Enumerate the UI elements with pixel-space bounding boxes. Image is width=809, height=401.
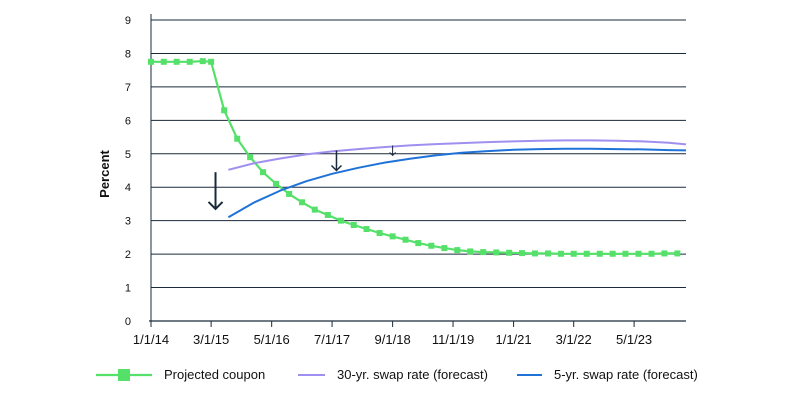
y-tick-label: 4: [125, 182, 131, 194]
y-tick-label: 1: [125, 283, 131, 295]
data-point-marker: [234, 135, 241, 142]
data-point-marker: [428, 242, 435, 249]
data-point-marker: [324, 211, 331, 218]
data-point-marker: [363, 226, 370, 233]
legend: Projected coupon 30-yr. swap rate (foreca…: [96, 367, 698, 382]
data-point-marker: [441, 245, 448, 252]
data-point-marker: [596, 250, 603, 257]
y-axis-title: Percent: [97, 149, 112, 197]
data-point-marker: [160, 58, 167, 65]
data-point-marker: [186, 58, 193, 65]
data-point-marker: [299, 199, 306, 206]
data-point-marker: [661, 250, 668, 257]
data-point-marker: [674, 250, 681, 257]
data-point-marker: [467, 248, 474, 255]
y-tick-label: 5: [125, 149, 131, 161]
data-point-marker: [635, 250, 642, 257]
arrow-head: [389, 152, 396, 157]
data-point-marker: [148, 58, 154, 65]
series-line-1: [228, 139, 687, 171]
legend-item-1: 30-yr. swap rate (forecast): [298, 367, 488, 382]
data-point-marker: [648, 250, 655, 257]
data-point-marker: [311, 206, 318, 213]
x-tick-label: 11/1/19: [432, 332, 474, 347]
data-point-marker: [583, 250, 590, 257]
data-point-marker: [570, 250, 577, 257]
x-tick-label: 9/1/18: [375, 332, 411, 347]
y-axis: 0 1 2 3 4 5 6 7 8 9: [125, 14, 152, 328]
legend-swatch-marker: [118, 369, 130, 381]
x-tick-label: 5/1/16: [254, 332, 290, 347]
y-tick-label: 0: [125, 316, 131, 328]
arrow-head: [330, 164, 343, 172]
data-point-marker: [402, 236, 409, 243]
data-point-marker: [247, 154, 254, 161]
legend-item-0: Projected coupon: [96, 367, 265, 382]
y-tick-label: 3: [125, 216, 131, 228]
y-tick-label: 8: [125, 48, 131, 60]
data-point-marker: [545, 250, 552, 257]
data-point-marker: [622, 250, 629, 257]
down-arrow-icon: [389, 145, 396, 157]
legend-label: Projected coupon: [164, 367, 265, 382]
data-point-marker: [480, 249, 487, 256]
down-arrow-icon: [330, 150, 343, 172]
data-point-marker: [389, 233, 396, 240]
data-point-marker: [221, 107, 228, 114]
data-point-marker: [173, 58, 180, 65]
data-point-marker: [518, 250, 525, 257]
data-point-marker: [286, 190, 293, 197]
data-point-marker: [337, 217, 344, 224]
data-point-marker: [350, 222, 357, 229]
data-point-marker: [260, 169, 267, 176]
data-point-marker: [557, 250, 564, 257]
data-point-marker: [609, 250, 616, 257]
y-tick-label: 9: [125, 15, 131, 27]
x-tick-label: 3/1/15: [193, 332, 229, 347]
x-tick-label: 3/1/22: [556, 332, 592, 347]
data-point-marker: [273, 180, 280, 187]
series-lines: [148, 58, 687, 257]
annotation-arrows: [207, 145, 396, 211]
x-tick-label: 5/1/23: [616, 332, 652, 347]
legend-label: 5-yr. swap rate (forecast): [554, 367, 698, 382]
x-tick-label: 1/1/21: [495, 332, 531, 347]
data-point-marker: [208, 58, 215, 65]
y-tick-label: 2: [125, 249, 131, 261]
down-arrow-icon: [207, 172, 224, 211]
y-tick-label: 6: [125, 115, 131, 127]
data-point-marker: [376, 230, 383, 237]
x-axis: 1/1/14 3/1/15 5/1/16 7/1/17 9/1/18 11/1/19 1/1…: [133, 320, 686, 347]
data-point-marker: [493, 249, 500, 256]
data-point-marker: [415, 240, 422, 247]
legend-label: 30-yr. swap rate (forecast): [337, 367, 488, 382]
y-tick-label: 7: [125, 82, 131, 94]
gridlines: [151, 19, 686, 289]
series-line-2: [227, 147, 687, 219]
x-tick-label: 1/1/14: [133, 332, 169, 347]
data-point-marker: [531, 250, 538, 257]
data-point-marker: [454, 247, 461, 254]
arrow-head: [207, 201, 224, 211]
x-tick-label: 7/1/17: [314, 332, 350, 347]
data-point-marker: [506, 249, 513, 256]
data-point-marker: [199, 58, 206, 65]
legend-item-2: 5-yr. swap rate (forecast): [517, 367, 698, 382]
